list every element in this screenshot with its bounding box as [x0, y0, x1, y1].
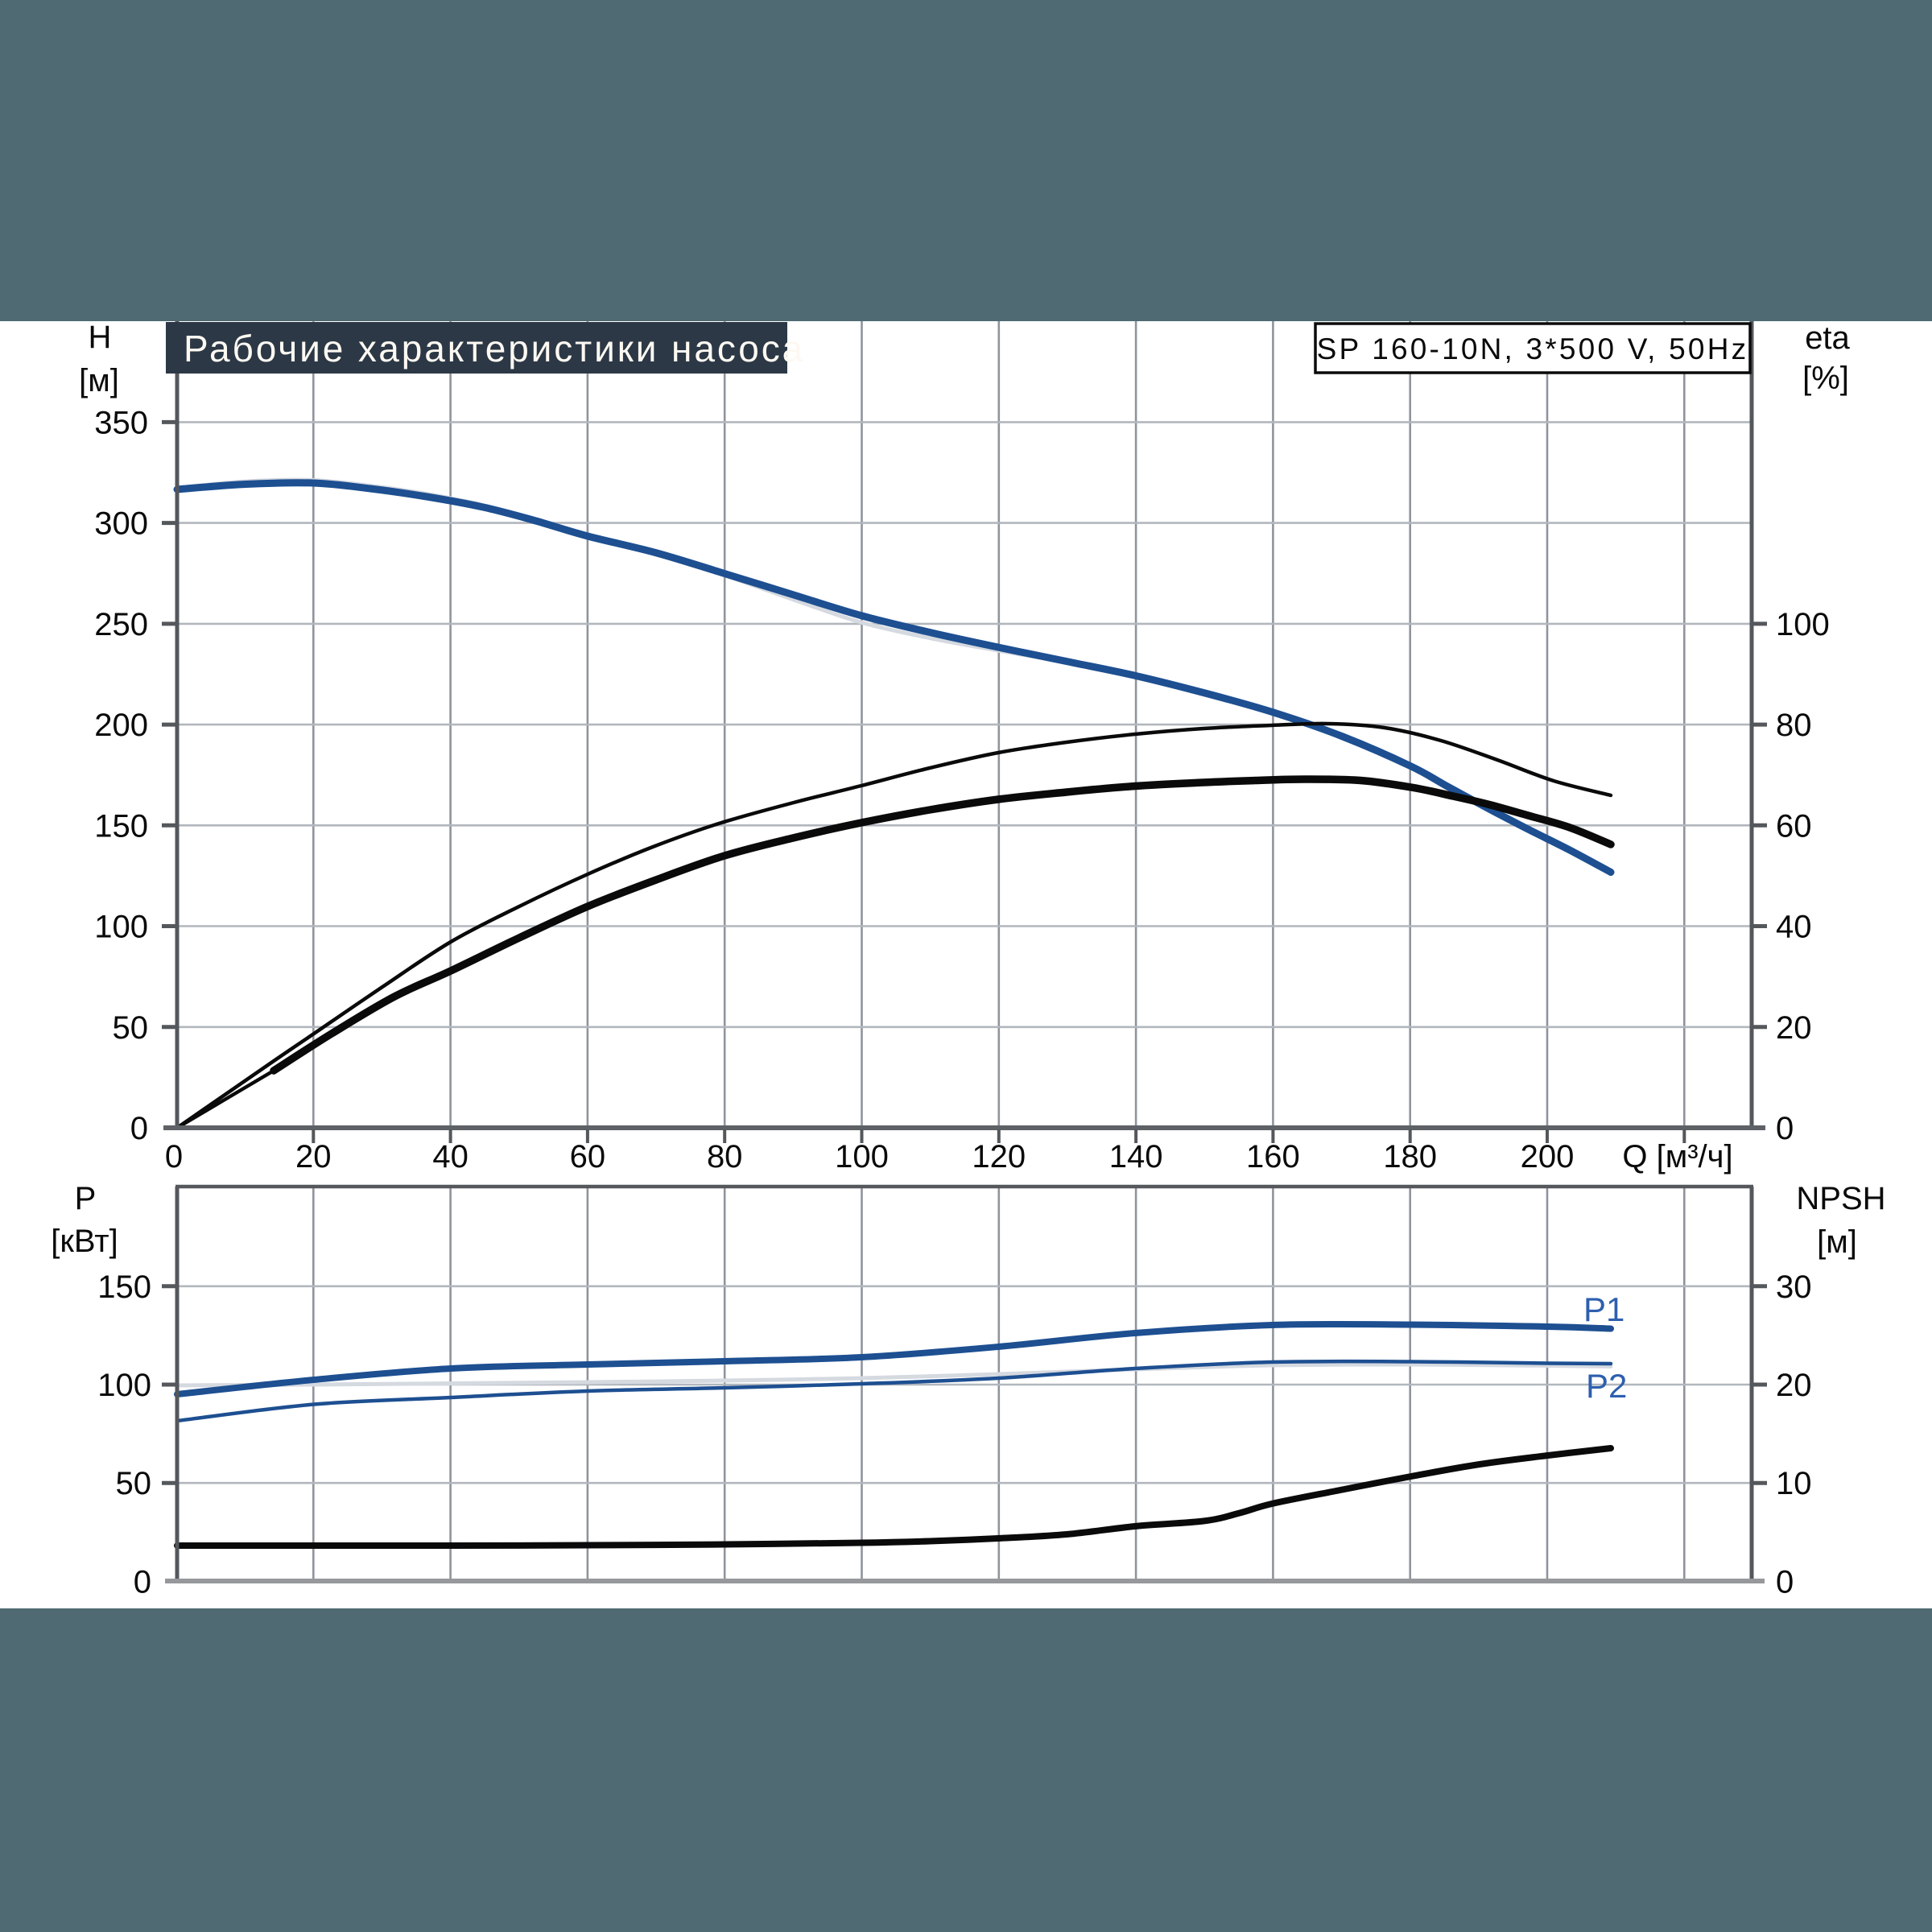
svg-text:160: 160: [1246, 1139, 1300, 1174]
svg-text:0: 0: [1776, 1111, 1794, 1146]
svg-text:150: 150: [97, 1269, 151, 1305]
svg-text:100: 100: [835, 1139, 889, 1174]
svg-text:[м]: [м]: [1817, 1224, 1857, 1260]
svg-text:P1: P1: [1583, 1290, 1624, 1328]
svg-text:10: 10: [1776, 1466, 1812, 1501]
svg-text:200: 200: [1521, 1139, 1575, 1174]
svg-text:40: 40: [1776, 910, 1812, 945]
svg-text:120: 120: [972, 1139, 1026, 1174]
svg-text:100: 100: [94, 910, 148, 945]
svg-text:50: 50: [116, 1466, 152, 1501]
svg-text:[%]: [%]: [1802, 361, 1849, 396]
svg-text:150: 150: [94, 808, 148, 844]
svg-text:NPSH: NPSH: [1796, 1181, 1885, 1216]
svg-text:100: 100: [1776, 607, 1830, 642]
svg-text:180: 180: [1383, 1139, 1437, 1174]
svg-text:Рабочие характеристики насоса: Рабочие характеристики насоса: [184, 328, 805, 369]
svg-text:80: 80: [1776, 708, 1812, 743]
svg-text:Q [м³/ч]: Q [м³/ч]: [1622, 1139, 1732, 1174]
svg-text:300: 300: [94, 506, 148, 542]
svg-text:eta: eta: [1805, 320, 1850, 356]
svg-text:0: 0: [1776, 1565, 1794, 1600]
svg-text:H: H: [89, 320, 112, 355]
svg-text:0: 0: [165, 1139, 183, 1174]
svg-text:0: 0: [134, 1565, 151, 1600]
svg-text:80: 80: [707, 1139, 743, 1174]
svg-text:50: 50: [113, 1010, 149, 1046]
svg-text:350: 350: [94, 405, 148, 440]
svg-text:P2: P2: [1586, 1367, 1627, 1405]
svg-text:60: 60: [570, 1139, 606, 1174]
svg-text:SP 160-10N, 3*500 V, 50Hz: SP 160-10N, 3*500 V, 50Hz: [1317, 332, 1749, 365]
svg-text:30: 30: [1776, 1269, 1812, 1305]
svg-text:[м]: [м]: [79, 363, 119, 398]
svg-text:0: 0: [130, 1111, 148, 1146]
svg-text:140: 140: [1109, 1139, 1163, 1174]
svg-text:20: 20: [1776, 1010, 1812, 1046]
svg-text:20: 20: [295, 1139, 332, 1174]
svg-text:40: 40: [432, 1139, 469, 1174]
svg-text:250: 250: [94, 607, 148, 642]
svg-text:[кВт]: [кВт]: [51, 1224, 118, 1259]
svg-text:200: 200: [94, 708, 148, 743]
svg-text:P: P: [75, 1181, 97, 1216]
svg-text:20: 20: [1776, 1368, 1812, 1403]
svg-text:100: 100: [97, 1368, 151, 1403]
svg-text:60: 60: [1776, 808, 1812, 844]
